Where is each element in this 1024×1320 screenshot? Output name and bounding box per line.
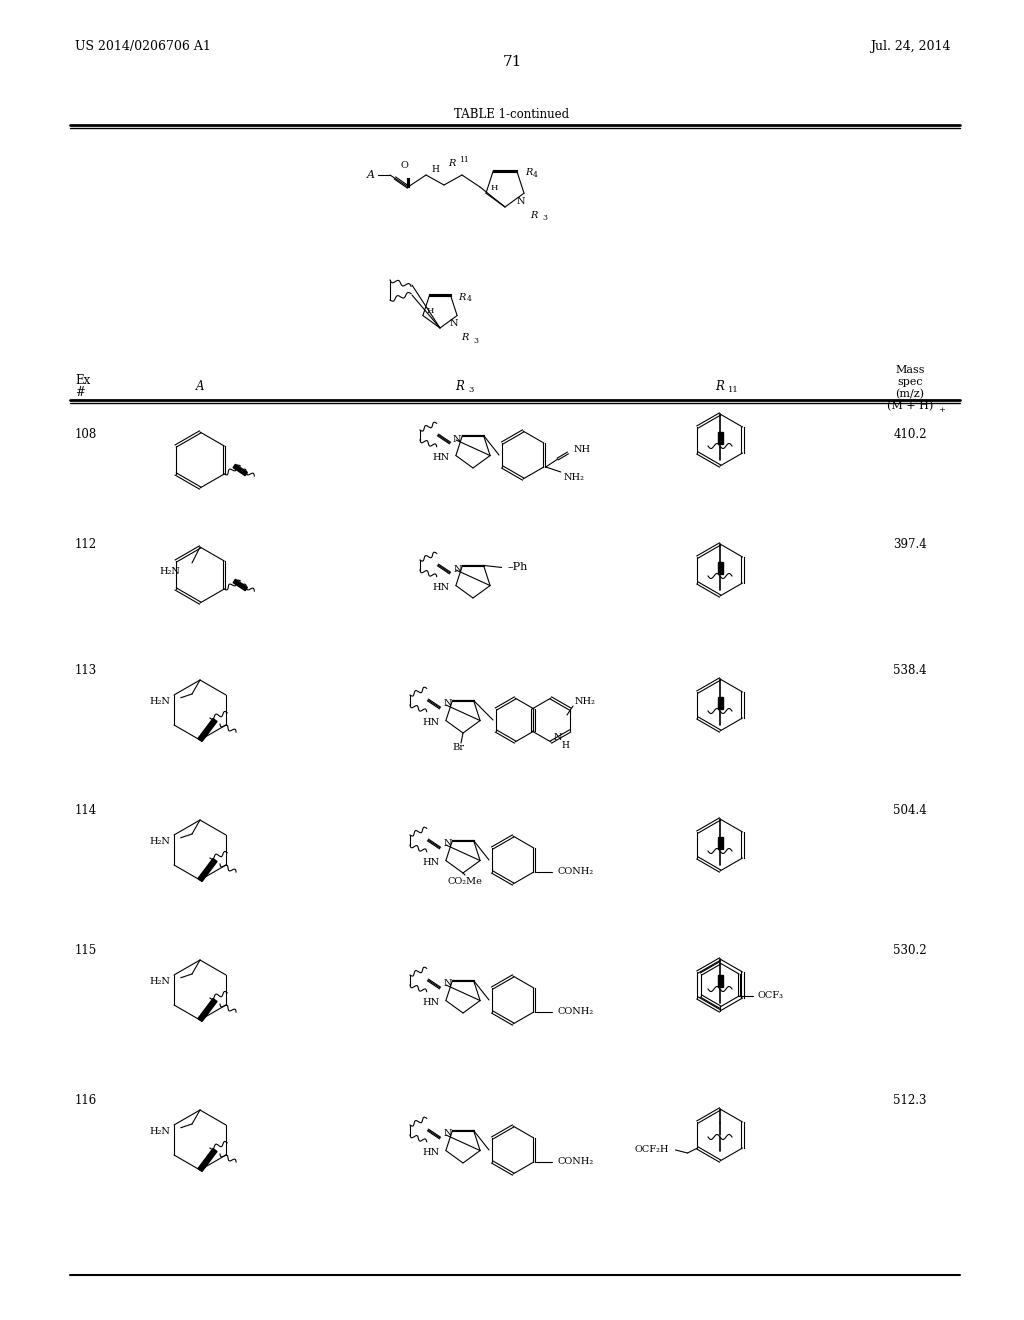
Text: 114: 114: [75, 804, 97, 817]
Text: 512.3: 512.3: [893, 1093, 927, 1106]
Text: +: +: [938, 407, 945, 414]
Text: R: R: [449, 158, 456, 168]
Text: N: N: [444, 1130, 453, 1138]
Text: 530.2: 530.2: [893, 944, 927, 957]
Text: H₂N: H₂N: [150, 697, 170, 706]
Text: O: O: [400, 161, 408, 169]
Polygon shape: [718, 837, 723, 849]
Text: 504.4: 504.4: [893, 804, 927, 817]
Text: N: N: [444, 700, 453, 709]
Text: NH: NH: [573, 445, 591, 454]
Text: HN: HN: [423, 1148, 440, 1158]
Text: HN: HN: [433, 583, 450, 593]
Text: CONH₂: CONH₂: [558, 1007, 594, 1016]
Text: N: N: [444, 840, 453, 849]
Polygon shape: [718, 562, 723, 574]
Polygon shape: [718, 432, 723, 444]
Text: Br: Br: [452, 742, 464, 751]
Polygon shape: [198, 998, 217, 1022]
Text: N: N: [453, 434, 462, 444]
Text: HN: HN: [423, 998, 440, 1007]
Polygon shape: [718, 975, 723, 987]
Text: 410.2: 410.2: [893, 429, 927, 441]
Text: CONH₂: CONH₂: [558, 867, 594, 876]
Text: H: H: [427, 306, 434, 314]
Text: 4: 4: [532, 170, 538, 178]
Text: 397.4: 397.4: [893, 539, 927, 552]
Text: H₂N: H₂N: [150, 978, 170, 986]
Text: 538.4: 538.4: [893, 664, 927, 676]
Text: R: R: [524, 169, 532, 177]
Text: 3: 3: [542, 214, 547, 222]
Text: US 2014/0206706 A1: US 2014/0206706 A1: [75, 40, 211, 53]
Text: 71: 71: [503, 55, 521, 69]
Text: 4: 4: [467, 296, 471, 304]
Text: TABLE 1-continued: TABLE 1-continued: [455, 108, 569, 121]
Text: H: H: [490, 185, 499, 193]
Text: A: A: [367, 170, 375, 180]
Text: (M + H): (M + H): [887, 401, 933, 411]
Text: N: N: [444, 979, 453, 989]
Text: 112: 112: [75, 539, 97, 552]
Polygon shape: [233, 579, 248, 590]
Text: Mass: Mass: [895, 366, 925, 375]
Text: CO₂Me: CO₂Me: [447, 876, 482, 886]
Text: spec: spec: [897, 378, 923, 387]
Text: A: A: [196, 380, 204, 392]
Polygon shape: [198, 718, 217, 742]
Polygon shape: [233, 465, 248, 475]
Text: 11: 11: [728, 385, 738, 393]
Text: N: N: [454, 565, 463, 573]
Text: H₂N: H₂N: [150, 837, 170, 846]
Text: OCF₂H: OCF₂H: [635, 1146, 670, 1155]
Text: R: R: [716, 380, 724, 392]
Text: 116: 116: [75, 1093, 97, 1106]
Text: R: R: [459, 293, 466, 302]
Text: H: H: [561, 741, 569, 750]
Text: N: N: [517, 197, 525, 206]
Text: 3: 3: [468, 385, 473, 393]
Text: N: N: [450, 319, 459, 329]
Text: NH₂: NH₂: [564, 473, 585, 482]
Text: N: N: [554, 734, 562, 742]
Text: #: #: [75, 385, 85, 399]
Text: 3: 3: [473, 337, 478, 345]
Text: (m/z): (m/z): [896, 389, 925, 399]
Text: 11: 11: [459, 156, 469, 164]
Text: Jul. 24, 2014: Jul. 24, 2014: [870, 40, 950, 53]
Text: HN: HN: [423, 858, 440, 867]
Text: CONH₂: CONH₂: [558, 1158, 594, 1167]
Text: R: R: [530, 211, 538, 219]
Polygon shape: [198, 858, 217, 882]
Text: HN: HN: [423, 718, 440, 727]
Text: HN: HN: [433, 453, 450, 462]
Polygon shape: [718, 697, 723, 709]
Text: 108: 108: [75, 429, 97, 441]
Text: –Ph: –Ph: [508, 562, 528, 573]
Text: OCF₃: OCF₃: [757, 991, 783, 1001]
Text: H: H: [431, 165, 439, 174]
Text: R: R: [456, 380, 465, 392]
Text: H₂N: H₂N: [150, 1127, 170, 1137]
Text: 113: 113: [75, 664, 97, 676]
Text: H₂N: H₂N: [159, 566, 180, 576]
Polygon shape: [198, 1148, 217, 1172]
Text: NH₂: NH₂: [575, 697, 596, 706]
Text: 115: 115: [75, 944, 97, 957]
Text: R: R: [462, 333, 469, 342]
Text: Ex: Ex: [75, 374, 90, 387]
